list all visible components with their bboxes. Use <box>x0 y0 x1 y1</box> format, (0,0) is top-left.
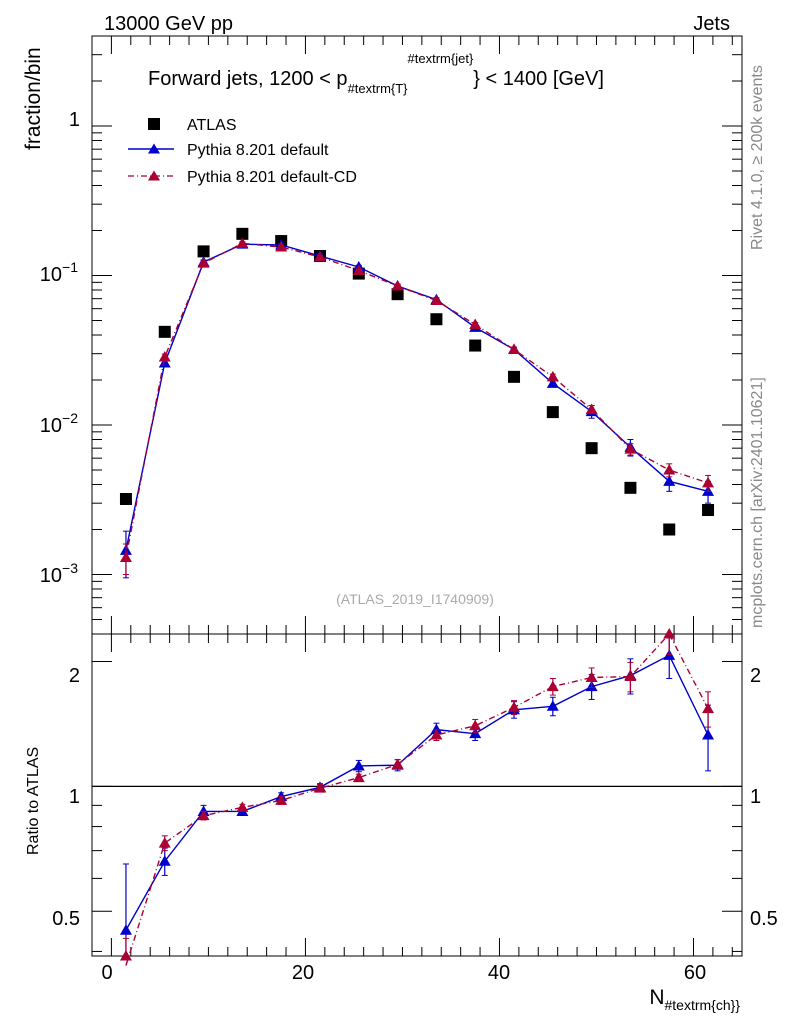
mcplots-label: mcplots.cern.ch [arXiv:2401.10621] <box>749 377 766 628</box>
ratio-point-default-cd <box>352 771 365 783</box>
ratio-point-default <box>430 723 443 735</box>
ratio-point-default-cd <box>508 701 521 712</box>
ratio-ytick-label-1: 1 <box>69 786 80 808</box>
ratio-point-default-cd <box>119 950 132 961</box>
ratio-point-default-cd <box>430 729 443 740</box>
series-line-default-cd <box>125 242 709 558</box>
data-point-default-cd <box>546 370 559 382</box>
ytick-label-1e-3: 10−3 <box>40 560 78 587</box>
ratio-point-default <box>119 924 132 935</box>
ratio-point-default <box>158 855 171 866</box>
main-axis-ticks <box>92 35 742 635</box>
ratio-point-default <box>546 700 559 711</box>
atlas-data-point <box>430 313 443 326</box>
ratio-point-default-cd <box>624 670 637 682</box>
ratio-ytick-label-right-2: 2 <box>750 665 761 687</box>
ratio-ytick-label-0.5: 0.5 <box>52 908 80 930</box>
ratio-point-default-cd <box>391 758 404 769</box>
ratio-point-default-cd <box>585 671 598 683</box>
ratio-point-default-cd <box>275 794 288 805</box>
xtick-label-0: 0 <box>101 962 112 984</box>
xlabel: N#textrm{ch}} <box>649 986 740 1013</box>
data-point-default-cd <box>352 264 365 276</box>
data-point-default-cd <box>508 343 521 354</box>
atlas-data-point <box>158 325 171 338</box>
ratio-line-default-cd <box>125 632 709 966</box>
atlas-data-point <box>391 288 404 301</box>
data-point-default <box>546 377 559 388</box>
main-ylabel: fraction/bin <box>22 47 45 150</box>
ratio-point-default-cd <box>663 628 676 639</box>
plot-title: Forward jets, 1200 < p#textrm{T}#textrm{… <box>148 51 604 96</box>
series-line-default <box>125 243 709 551</box>
energy-label: 13000 GeV pp <box>104 13 233 35</box>
data-point-default <box>158 356 171 368</box>
ytick-label-1: 1 <box>69 109 80 131</box>
atlas-data-point <box>702 504 715 517</box>
atlas-data-point <box>119 492 132 505</box>
legend-label-default: Pythia 8.201 default <box>187 142 329 159</box>
xtick-label-60: 60 <box>684 962 706 984</box>
atlas-data-point <box>508 370 521 383</box>
data-point-default-cd <box>430 294 443 306</box>
ratio-point-default-cd <box>313 782 326 793</box>
legend-label-atlas: ATLAS <box>187 117 237 134</box>
ratio-axis-ticks <box>92 634 742 956</box>
atlas-data-point <box>585 442 598 455</box>
main-data-layer <box>119 227 715 579</box>
data-point-default-cd <box>585 403 598 414</box>
rivet-version-label: Rivet 4.1.0, ≥ 200k events <box>749 65 766 250</box>
ratio-ytick-label-right-1: 1 <box>750 786 761 808</box>
data-point-default-cd <box>391 280 404 291</box>
data-point-default <box>663 475 676 486</box>
ratio-point-default-cd <box>236 801 249 812</box>
xtick-label-20: 20 <box>292 962 314 984</box>
atlas-data-point <box>624 481 637 494</box>
ratio-point-default-cd <box>702 702 715 714</box>
ytick-label-1e-2: 10−2 <box>40 410 78 437</box>
legend: ATLAS Pythia 8.201 default Pythia 8.201 … <box>128 117 357 186</box>
ratio-point-default <box>352 759 365 771</box>
atlas-data-point <box>546 406 559 419</box>
data-point-default-cd <box>313 250 326 262</box>
ratio-ytick-label-right-0.5: 0.5 <box>750 908 778 930</box>
data-point-default-cd <box>197 257 210 268</box>
legend-marker-default-cd <box>148 170 160 181</box>
ratio-point-default <box>702 729 715 740</box>
legend-marker-default <box>148 143 160 154</box>
data-point-default-cd <box>663 464 676 475</box>
legend-label-default-cd: Pythia 8.201 default-CD <box>187 169 357 186</box>
ratio-point-default <box>469 727 482 739</box>
ratio-point-default-cd <box>546 680 559 692</box>
data-point-default-cd <box>469 318 482 330</box>
legend-marker-atlas <box>148 118 160 130</box>
category-label: Jets <box>693 13 730 35</box>
atlas-data-point <box>236 227 249 240</box>
ratio-point-default-cd <box>197 809 210 821</box>
data-point-default-cd <box>158 351 171 362</box>
ratio-plot-frame <box>91 633 743 957</box>
ratio-line-default <box>125 654 709 931</box>
ratio-data-layer <box>119 628 715 966</box>
ratio-point-default-cd <box>469 719 482 731</box>
atlas-data-point <box>469 339 482 352</box>
data-point-default-cd <box>275 241 288 252</box>
ratio-ylabel: Ratio to ATLAS <box>25 747 42 855</box>
ratio-ytick-label-2: 2 <box>69 665 80 687</box>
ratio-point-default-cd <box>158 837 171 848</box>
atlas-data-point <box>197 245 210 258</box>
data-point-default-cd <box>702 476 715 488</box>
analysis-watermark: (ATLAS_2019_I1740909) <box>336 591 494 607</box>
xtick-label-40: 40 <box>488 962 510 984</box>
atlas-data-point <box>663 523 676 536</box>
data-point-default-cd <box>624 443 637 454</box>
ytick-label-1e-1: 10−1 <box>40 259 78 286</box>
data-point-default-cd <box>236 237 249 248</box>
data-point-default-cd <box>119 551 132 562</box>
